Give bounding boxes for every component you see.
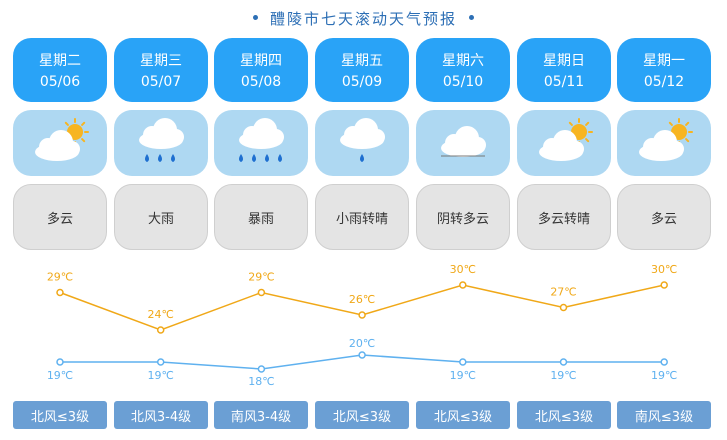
weather-icon-card xyxy=(315,110,409,176)
title-dot-right xyxy=(469,15,474,20)
light-rain-icon xyxy=(340,118,385,162)
low-temp-point xyxy=(156,358,165,366)
weather-desc: 多云 xyxy=(13,184,107,250)
weather-desc-text: 暴雨 xyxy=(247,211,274,227)
date-label: 05/09 xyxy=(341,74,383,90)
high-temp-point xyxy=(56,288,64,297)
date-label: 05/06 xyxy=(39,74,81,90)
high-temp-point xyxy=(358,311,366,319)
high-temp-label: 29℃ xyxy=(47,271,73,284)
weekday-label: 星期日 xyxy=(543,53,585,69)
high-temp-point xyxy=(459,281,467,289)
wind-text: 北风≤3级 xyxy=(433,409,493,425)
weekday-label: 星期一 xyxy=(643,53,685,69)
wind-text: 南风≤3级 xyxy=(634,409,694,425)
high-temp-point xyxy=(156,326,165,334)
weather-icon-card xyxy=(617,110,711,176)
wind-text: 北风≤3级 xyxy=(534,409,594,425)
partly-cloudy-icon xyxy=(639,118,693,161)
date-label: 05/12 xyxy=(643,74,685,90)
weather-desc-text: 多云转晴 xyxy=(537,211,590,227)
low-temp-point xyxy=(660,358,668,366)
weather-desc: 大雨 xyxy=(114,184,208,250)
weather-desc: 小雨转晴 xyxy=(315,184,409,250)
weather-icon-card xyxy=(416,110,510,176)
high-temp-label: 24℃ xyxy=(148,308,174,321)
low-temp-label: 19℃ xyxy=(651,369,677,382)
weekday-label: 星期三 xyxy=(140,53,182,69)
day-card: 星期三 05/07 xyxy=(114,38,208,102)
title-dot-left xyxy=(252,15,258,20)
low-temp-label: 20℃ xyxy=(349,337,375,350)
overcast-icon xyxy=(441,126,486,157)
weather-desc-text: 小雨转晴 xyxy=(335,211,388,227)
weather-desc: 多云 xyxy=(617,184,711,250)
weather-icon-card xyxy=(114,110,208,176)
wind-card: 北风≤3级 xyxy=(517,401,611,429)
high-temp-label: 26℃ xyxy=(349,293,375,306)
weekday-label: 星期六 xyxy=(442,53,484,69)
wind-card: 南风≤3级 xyxy=(617,401,711,429)
date-label: 05/10 xyxy=(442,74,484,90)
weather-icon-card xyxy=(13,110,107,176)
weather-desc: 阴转多云 xyxy=(416,184,510,250)
wind-card: 北风≤3级 xyxy=(416,401,510,429)
date-label: 05/08 xyxy=(240,74,282,90)
day-card: 星期四 05/08 xyxy=(214,38,308,102)
high-temp-point xyxy=(559,303,568,312)
weather-icon-card xyxy=(517,110,611,176)
low-temp-point xyxy=(56,358,64,366)
high-temp-point xyxy=(257,288,266,297)
wind-card: 北风3-4级 xyxy=(114,401,208,429)
low-temp-point xyxy=(257,365,266,373)
day-card: 星期一 05/12 xyxy=(617,38,711,102)
high-temp-label: 29℃ xyxy=(248,271,274,284)
low-temp-label: 19℃ xyxy=(450,369,476,382)
wind-text: 北风≤3级 xyxy=(332,409,392,425)
day-card: 星期六 05/10 xyxy=(416,38,510,102)
date-label: 05/07 xyxy=(140,74,182,90)
weather-desc-text: 多云 xyxy=(46,211,73,227)
partly-cloudy-icon xyxy=(539,118,593,161)
high-temp-label: 30℃ xyxy=(651,263,677,276)
page-title: 醴陵市七天滚动天气预报 xyxy=(0,8,727,29)
heavy-rain-icon xyxy=(139,118,184,162)
wind-card: 北风≤3级 xyxy=(315,401,409,429)
low-temp-label: 19℃ xyxy=(550,369,576,382)
weather-desc-text: 大雨 xyxy=(147,211,174,227)
high-temp-point xyxy=(660,281,668,289)
low-temp-label: 18℃ xyxy=(248,375,274,388)
low-temp-label: 19℃ xyxy=(148,369,174,382)
weekday-label: 星期二 xyxy=(39,53,81,69)
day-card: 星期五 05/09 xyxy=(315,38,409,102)
weather-desc: 暴雨 xyxy=(214,184,308,250)
weather-desc-text: 阴转多云 xyxy=(436,211,489,227)
low-temp-point xyxy=(358,351,366,359)
wind-text: 北风3-4级 xyxy=(130,409,192,425)
date-label: 05/11 xyxy=(543,74,585,90)
wind-text: 南风3-4级 xyxy=(230,409,292,425)
day-card: 星期二 05/06 xyxy=(13,38,107,102)
wind-card: 北风≤3级 xyxy=(13,401,107,429)
high-temp-label: 27℃ xyxy=(550,286,576,299)
high-temp-label: 30℃ xyxy=(450,263,476,276)
day-card: 星期日 05/11 xyxy=(517,38,611,102)
weather-icon-card xyxy=(214,110,308,176)
low-temp-label: 19℃ xyxy=(47,369,73,382)
weekday-label: 星期四 xyxy=(240,53,282,69)
weather-desc-text: 多云 xyxy=(650,211,677,227)
weekday-label: 星期五 xyxy=(341,53,383,69)
rainstorm-icon xyxy=(239,118,284,162)
page-title-text: 醴陵市七天滚动天气预报 xyxy=(269,10,457,28)
wind-card: 南风3-4级 xyxy=(214,401,308,429)
partly-cloudy-icon xyxy=(35,118,89,161)
low-temp-point xyxy=(459,358,467,366)
low-temp-point xyxy=(559,358,568,366)
weather-desc: 多云转晴 xyxy=(517,184,611,250)
wind-text: 北风≤3级 xyxy=(30,409,90,425)
